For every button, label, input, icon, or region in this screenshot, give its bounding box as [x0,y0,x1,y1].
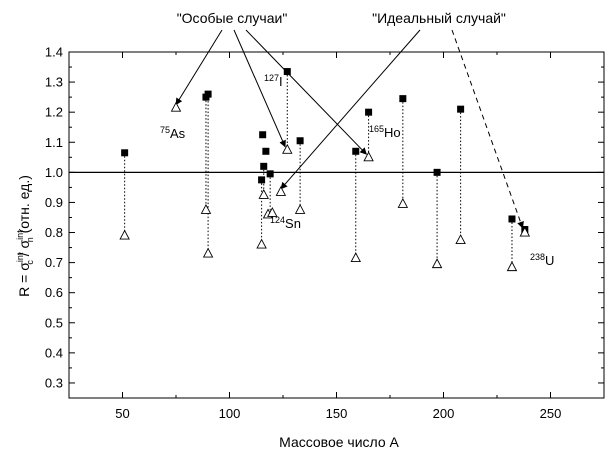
data-point-square [266,170,274,178]
data-point-triangle [275,185,287,196]
isotope-label-ho: 165Ho [369,124,401,140]
data-point-triangle [397,197,409,208]
x-axis-title: Массовое число A [279,434,399,450]
y-tick-label: 1.4 [45,45,63,60]
data-point-triangle [200,203,212,214]
data-point-square [457,105,465,113]
callout-arrow-u [451,29,524,229]
data-point-square [260,162,268,170]
x-tick-label: 200 [433,406,455,421]
data-point-square [296,137,304,145]
x-tick-label: 250 [540,406,562,421]
data-point-square [258,176,266,184]
y-tick-label: 0.4 [45,345,63,360]
data-point-triangle [363,151,374,162]
y-tick-label: 0.8 [45,225,63,240]
data-point-square [121,149,129,157]
y-tick-label: 1.3 [45,75,63,90]
data-point-square [352,147,360,155]
callout-special-cases: "Особые случаи" [177,10,288,26]
data-point-square [262,147,270,155]
x-tick-label: 50 [115,406,129,421]
plot-frame [68,51,605,399]
data-point-triangle [294,203,306,214]
y-tick-label: 0.9 [45,195,63,210]
callout-arrow-ho [245,29,367,155]
isotope-label-as: 75As [160,125,186,141]
y-axis-title: R = σintc / σintn (отн. ед.) [15,175,35,297]
y-tick-label: 0.5 [45,315,63,330]
data-point-square [433,168,441,176]
isotope-label-u: 238U [530,252,554,268]
data-point-triangle [431,258,443,269]
callout-ideal-case: "Идеальный случай" [372,10,506,26]
data-point-triangle [258,188,269,199]
callout-arrow-sn [280,29,421,190]
y-tick-label: 1.1 [45,135,63,150]
data-point-square [399,95,407,103]
y-tick-label: 1.2 [45,105,63,120]
data-point-triangle [267,207,278,217]
data-point-triangle [455,234,466,244]
y-tick-label: 1.0 [45,165,63,180]
data-point-square [204,90,212,98]
data-point-square [365,108,373,116]
isotope-label-i: 127I [264,73,283,89]
callout-arrow-i [233,29,286,148]
isotope-label-sn: 124Sn [270,215,301,231]
data-point-square [508,215,516,223]
data-point-triangle [282,143,293,154]
data-point-triangle [170,101,182,112]
data-point-square [283,68,291,76]
data-point-triangle [519,226,531,237]
y-tick-label: 0.7 [45,255,63,270]
x-tick-label: 150 [326,406,348,421]
callout-arrow-as [175,29,223,106]
x-tick-label: 100 [219,406,241,421]
data-point-square [259,131,267,139]
data-point-triangle [256,238,267,249]
y-tick-label: 0.6 [45,285,63,300]
data-point-triangle [119,229,130,240]
data-point-triangle [350,252,362,263]
data-point-triangle [506,261,518,272]
y-tick-label: 0.3 [45,375,63,390]
data-point-triangle [202,247,214,258]
